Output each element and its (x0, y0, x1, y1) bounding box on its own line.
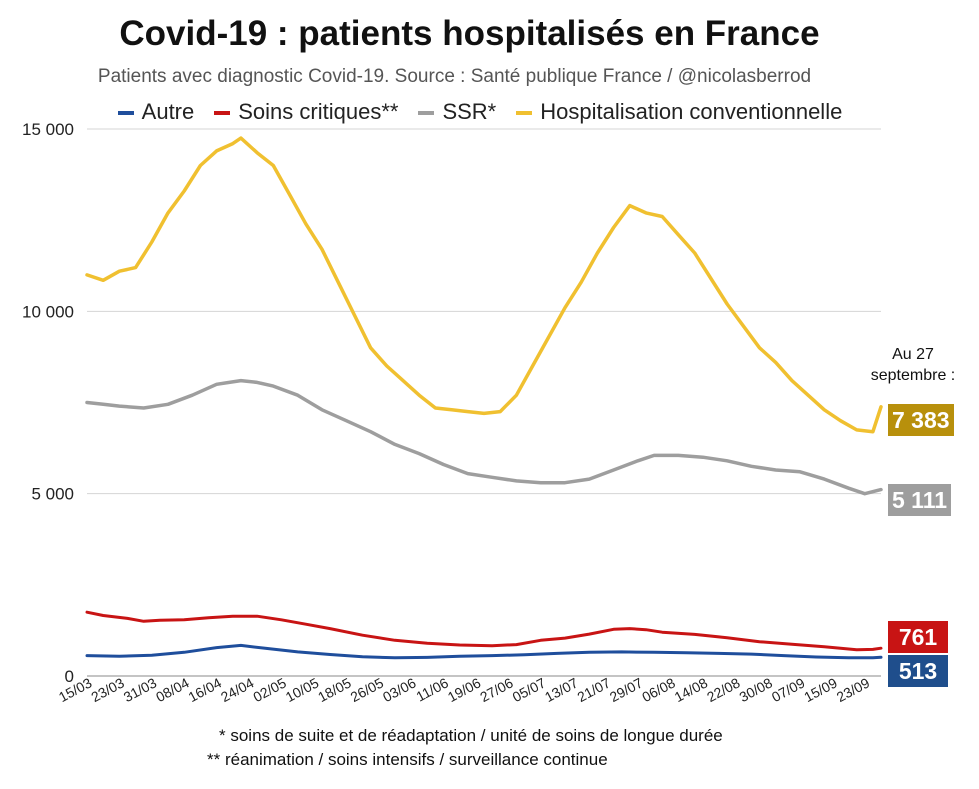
series-line (85, 643, 883, 660)
as-of-label: Au 27 septembre : (858, 344, 968, 386)
legend-swatch (418, 111, 435, 116)
legend: Autre Soins critiques** SSR* Hospitalisatio… (0, 99, 960, 125)
legend-swatch (214, 111, 231, 116)
as-of-line2: septembre : (870, 367, 956, 384)
y-tick-label: 0 (65, 667, 74, 686)
as-of-line1: Au 27 (892, 346, 934, 363)
legend-label: Soins critiques** (238, 99, 399, 124)
x-tick-label: 23/09 (834, 674, 873, 705)
y-tick-label: 15 000 (22, 120, 74, 139)
y-tick-label: 5 000 (31, 485, 74, 504)
legend-label: Hospitalisation conventionnelle (540, 99, 843, 124)
last-value-badge: 513 (888, 655, 948, 687)
x-tick-label: 11/06 (413, 674, 451, 704)
legend-item: Hospitalisation conventionnelle (516, 99, 842, 125)
series-line (85, 136, 883, 434)
legend-swatch (117, 111, 134, 116)
footnote-critical-care: ** réanimation / soins intensifs / surve… (207, 750, 608, 769)
chart-subtitle: Patients avec diagnostic Covid-19. Sourc… (97, 66, 812, 87)
chart-title: Covid-19 : patients hospitalisés en Fran… (119, 14, 820, 53)
legend-item: SSR* (418, 99, 496, 125)
legend-label: SSR* (442, 99, 497, 124)
last-value-badge: 5 111 (888, 484, 952, 516)
y-tick-label: 10 000 (22, 302, 74, 321)
last-value-badge: 7 383 (888, 404, 954, 436)
legend-item: Soins critiques** (214, 99, 398, 125)
series-line (85, 610, 883, 652)
series-line (85, 378, 883, 496)
legend-swatch (516, 111, 533, 116)
legend-label: Autre (141, 99, 195, 124)
legend-item: Autre (117, 99, 195, 125)
footnote-ssr: * soins de suite et de réadaptation / un… (219, 726, 723, 745)
last-value-badge: 761 (888, 621, 948, 653)
